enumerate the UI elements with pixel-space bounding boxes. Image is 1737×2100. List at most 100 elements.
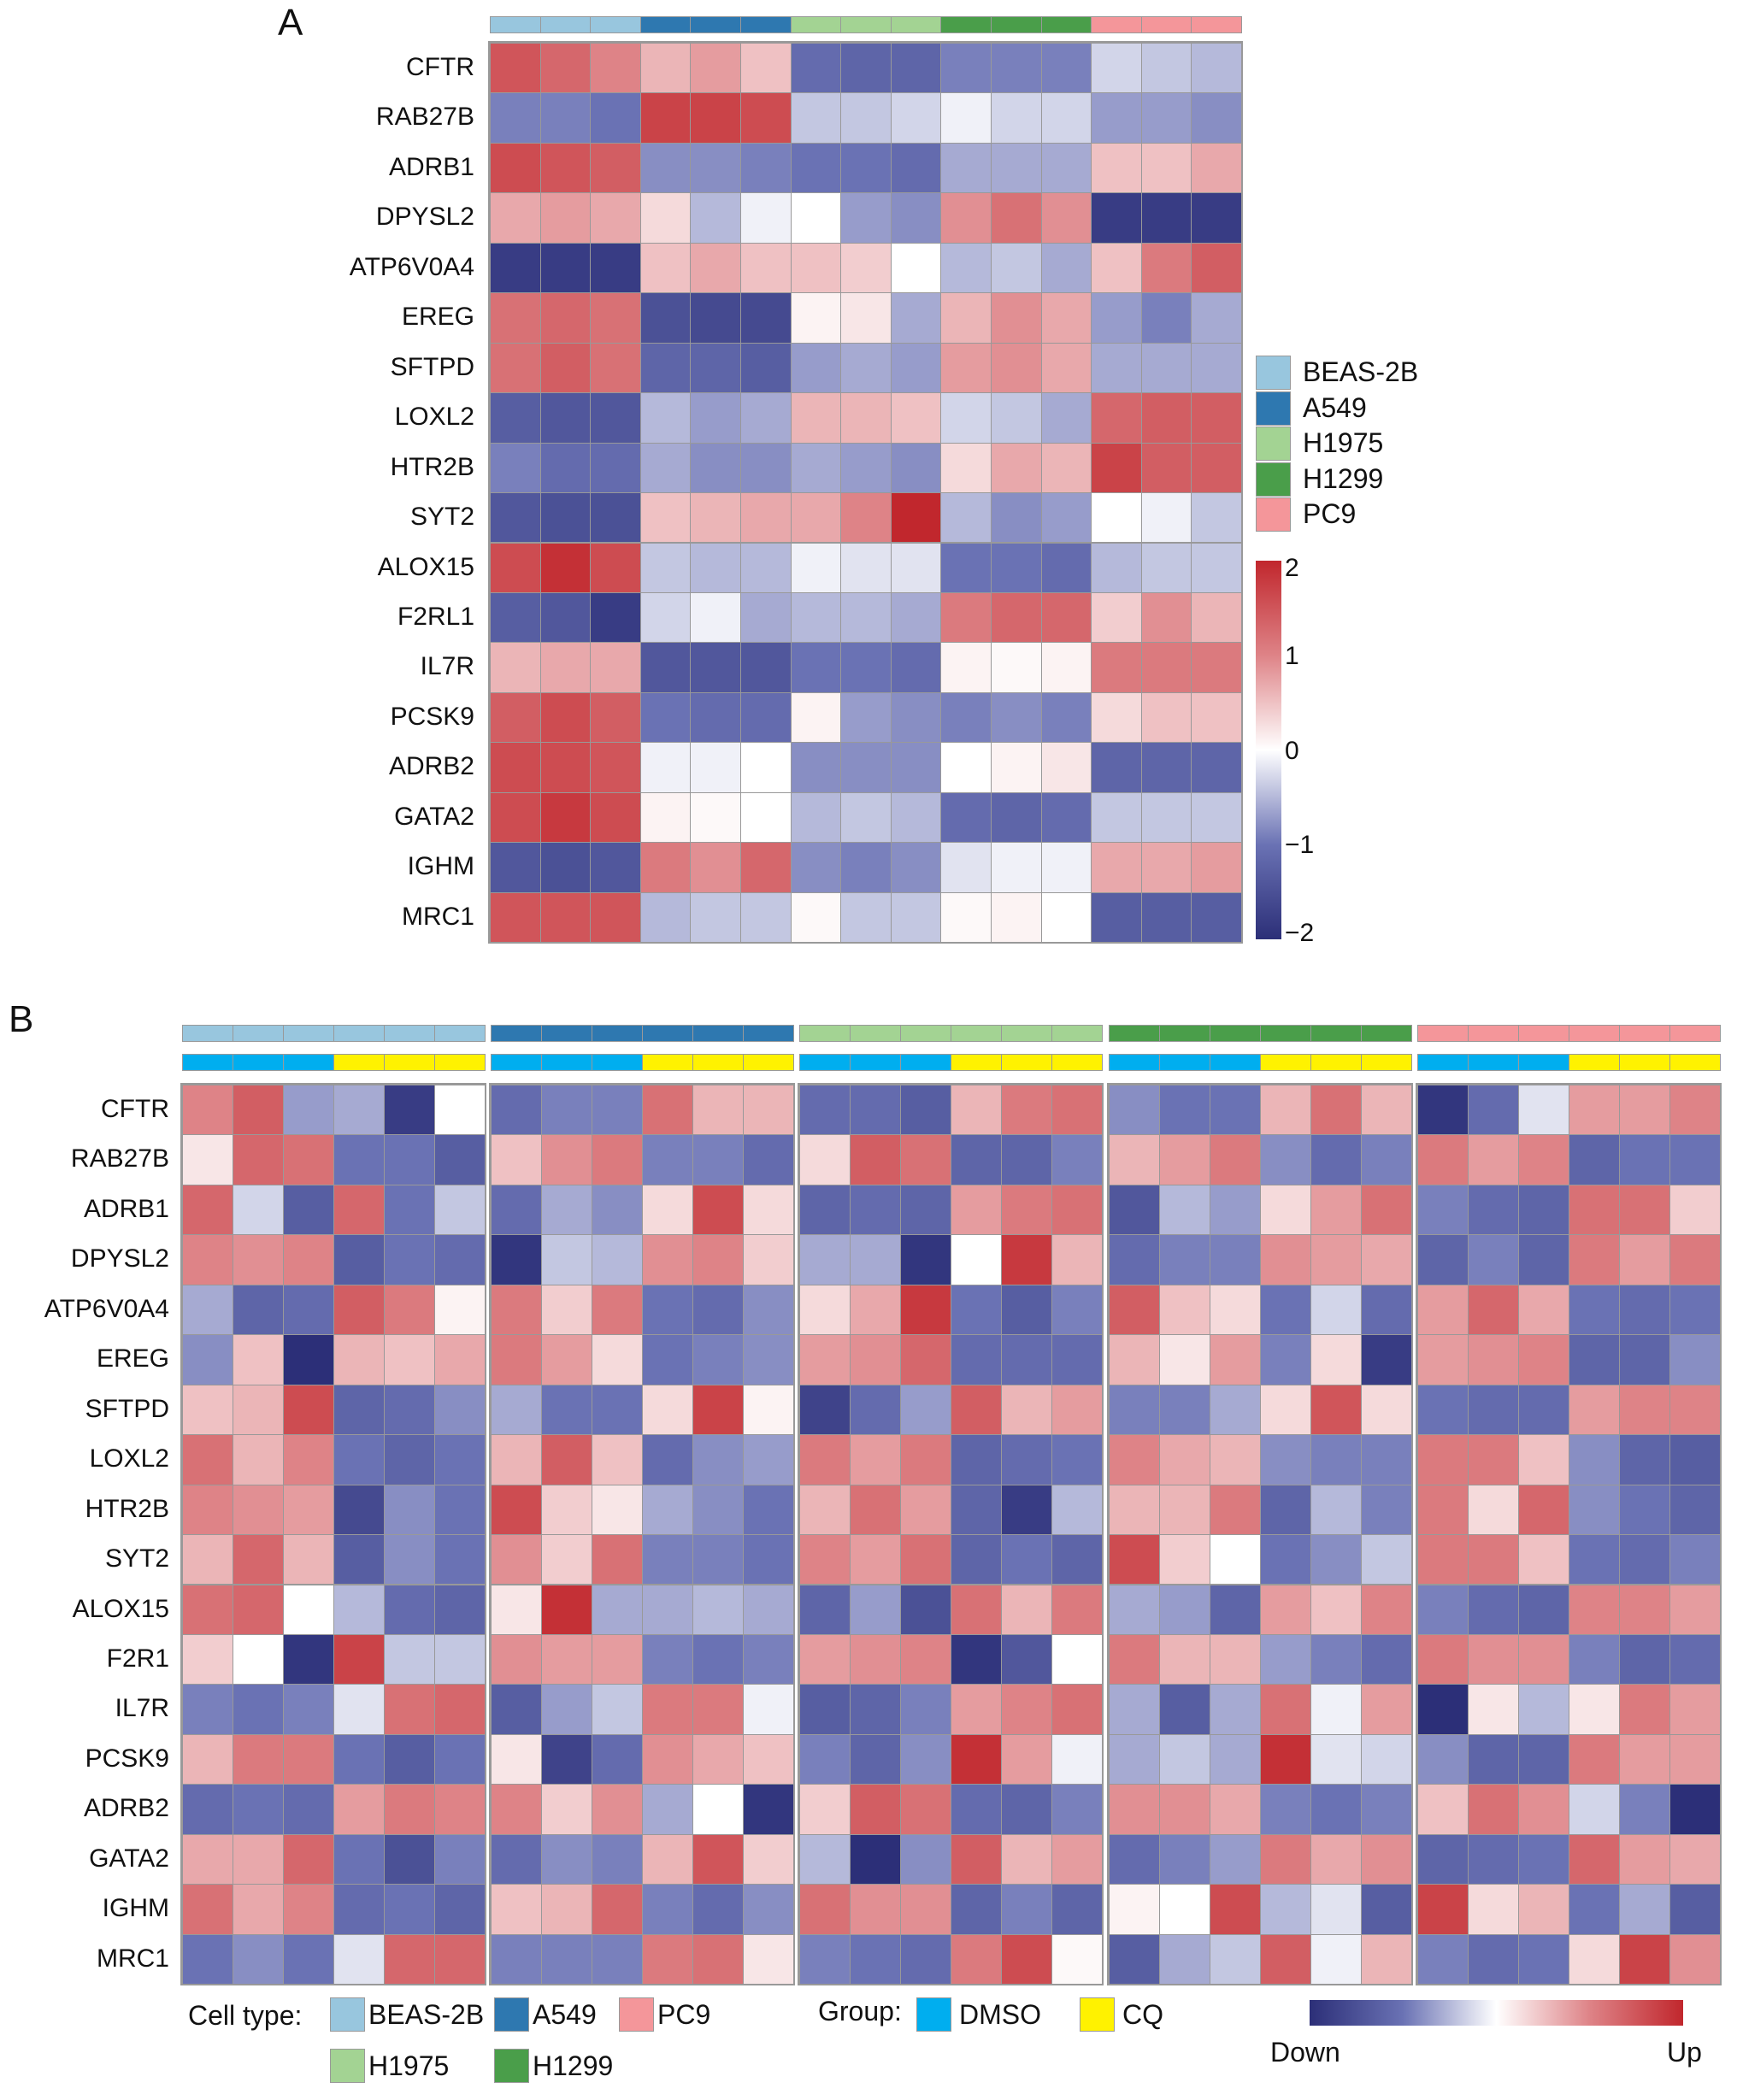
heatmap-cell — [692, 1733, 744, 1785]
heatmap-cell — [233, 1184, 284, 1236]
legend-swatch-h1299 — [1256, 462, 1291, 497]
heatmap-cell — [1091, 492, 1142, 544]
heatmap-cell — [1669, 1134, 1721, 1185]
heatmap-cell — [333, 1884, 385, 1935]
group-annotation — [1260, 1054, 1311, 1071]
heatmap-cell — [1091, 691, 1142, 744]
heatmap-cell — [182, 1684, 233, 1735]
row-label: ADRB1 — [388, 152, 474, 181]
heatmap-cell — [850, 1184, 901, 1236]
heatmap-cell — [233, 1484, 284, 1536]
heatmap-cell — [590, 242, 641, 294]
heatmap-cell — [1001, 1134, 1052, 1185]
heatmap-cell — [1051, 1184, 1103, 1236]
heatmap-cell — [940, 192, 992, 244]
heatmap-cell — [283, 1933, 334, 1985]
heatmap-cell — [790, 891, 842, 944]
heatmap-cell — [639, 642, 692, 693]
heatmap-cell — [490, 542, 541, 593]
heatmap-cell — [1310, 1484, 1362, 1536]
legend-label: PC9 — [1303, 498, 1357, 529]
heatmap-cell — [233, 1733, 284, 1785]
heatmap-cell — [1109, 1933, 1160, 1985]
heatmap-cell — [283, 1534, 334, 1585]
heatmap-cell — [850, 1684, 901, 1735]
heatmap-cell — [491, 1484, 542, 1536]
heatmap-cell — [1191, 791, 1242, 844]
heatmap-cell — [840, 292, 892, 344]
row-label: CFTR — [406, 53, 474, 81]
scale-high-label: Up — [1667, 2037, 1702, 2068]
heatmap-cell — [1210, 1184, 1261, 1236]
heatmap-cell — [1361, 1184, 1412, 1236]
heatmap-cell — [384, 1584, 435, 1635]
heatmap-cell — [642, 1884, 693, 1935]
heatmap-cell — [490, 192, 541, 244]
heatmap-cell — [1569, 1134, 1620, 1185]
heatmap-cell — [1159, 1733, 1210, 1785]
heatmap-cell — [1569, 1684, 1620, 1735]
heatmap-cell — [541, 1833, 592, 1885]
heatmap-cell — [639, 192, 692, 244]
heatmap-cell — [1468, 1484, 1519, 1536]
heatmap-cell — [690, 542, 741, 593]
heatmap-cell — [1468, 1085, 1519, 1136]
heatmap-cell — [590, 392, 641, 444]
heatmap-cell — [1310, 1284, 1362, 1336]
heatmap-cell — [690, 691, 741, 744]
cell-type-annotation — [1518, 1025, 1569, 1042]
heatmap-cell — [1619, 1184, 1670, 1236]
cell-type-annotation — [592, 1025, 643, 1042]
heatmap-cell — [840, 392, 892, 444]
group-annotation — [333, 1054, 385, 1071]
heatmap-cell — [1619, 1334, 1670, 1385]
heatmap-cell — [1109, 1484, 1160, 1536]
heatmap-cell — [692, 1484, 744, 1536]
heatmap-cell — [951, 1484, 1002, 1536]
heatmap-cell — [900, 1384, 951, 1436]
heatmap-cell — [283, 1134, 334, 1185]
heatmap-cell — [434, 1184, 486, 1236]
row-label: ALOX15 — [72, 1594, 169, 1623]
heatmap-cell — [491, 1833, 542, 1885]
heatmap-cell — [384, 1884, 435, 1935]
heatmap-cell — [1159, 1434, 1210, 1485]
cell-type-annotation — [1310, 1025, 1362, 1042]
heatmap-cell — [384, 1184, 435, 1236]
heatmap-cell — [539, 192, 592, 244]
heatmap-cell — [592, 1384, 643, 1436]
heatmap-cell — [840, 342, 892, 394]
heatmap-cell — [1569, 1484, 1620, 1536]
heatmap-cell — [1260, 1434, 1311, 1485]
heatmap-cell — [840, 142, 892, 194]
heatmap-cell — [182, 1833, 233, 1885]
heatmap-cell — [642, 1234, 693, 1285]
heatmap-cell — [1159, 1334, 1210, 1385]
heatmap-cell — [642, 1134, 693, 1185]
heatmap-cell — [743, 1733, 794, 1785]
heatmap-cell — [1569, 1884, 1620, 1935]
heatmap-cell — [890, 642, 942, 693]
heatmap-cell — [740, 642, 792, 693]
heatmap-cell — [283, 1434, 334, 1485]
group-annotation — [743, 1054, 794, 1071]
heatmap-cell — [1191, 642, 1242, 693]
heatmap-cell — [850, 1833, 901, 1885]
heatmap-cell — [991, 691, 1042, 744]
heatmap-cell — [1669, 1484, 1721, 1536]
cell-type-annotation — [1109, 1025, 1160, 1042]
heatmap-cell — [333, 1633, 385, 1685]
heatmap-cell — [539, 242, 592, 294]
row-label: RAB27B — [70, 1144, 169, 1174]
heatmap-cell — [1518, 1784, 1569, 1835]
heatmap-cell — [1191, 392, 1242, 444]
colorbar — [1256, 561, 1281, 939]
heatmap-cell — [592, 1234, 643, 1285]
heatmap-cell — [1619, 1784, 1670, 1835]
heatmap-cell — [1140, 492, 1192, 544]
heatmap-cell — [590, 691, 641, 744]
heatmap-cell — [743, 1534, 794, 1585]
heatmap-cell — [590, 92, 641, 144]
heatmap-cell — [1619, 1584, 1670, 1635]
row-label: RAB27B — [375, 103, 474, 132]
